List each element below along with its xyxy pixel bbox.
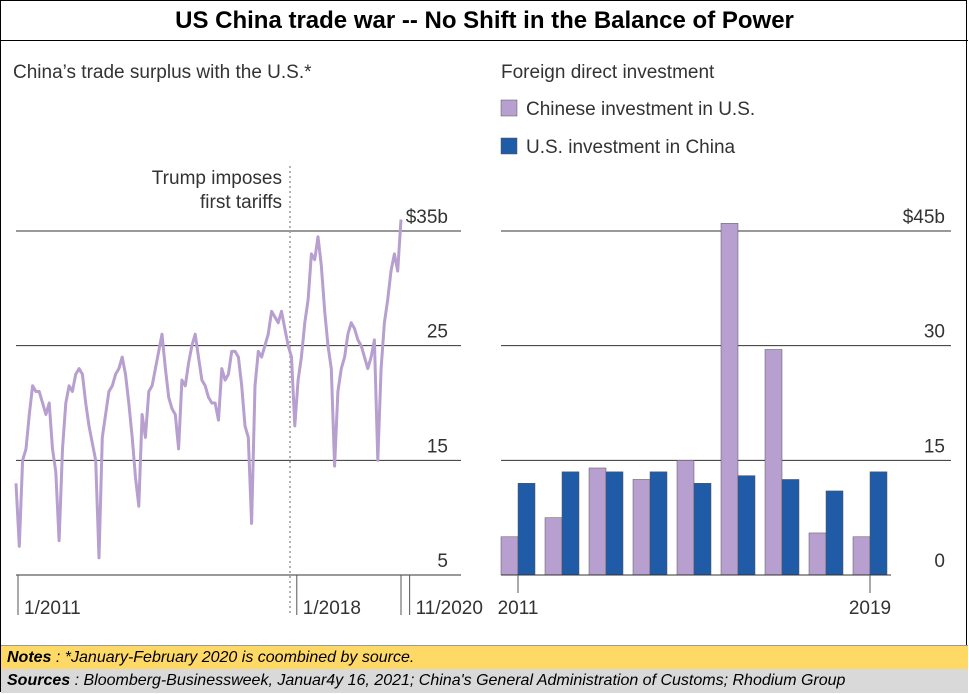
bar-us-investment [605, 471, 624, 576]
notes-bar: Notes : *January-February 2020 is coombi… [1, 645, 968, 669]
charts-canvas: China’s trade surplus with the U.S.* $35… [13, 62, 951, 619]
sources-text: : Bloomberg-Businessweek, Januar4y 16, 2… [70, 672, 846, 689]
page-title: US China trade war -- No Shift in the Ba… [1, 1, 968, 41]
bar-chinese-investment [544, 517, 563, 576]
surplus-x-tick-label: 11/2020 [416, 598, 483, 619]
bar-chinese-investment [720, 223, 739, 576]
surplus-chart-title: China’s trade surplus with the U.S.* [13, 62, 312, 83]
bar-chinese-investment [588, 467, 607, 576]
surplus-y-tick-label: 5 [437, 551, 448, 572]
sources-label: Sources [7, 672, 71, 689]
fdi-bars [500, 223, 888, 576]
bar-chinese-investment [500, 536, 519, 576]
legend-swatch-chinese [500, 99, 518, 117]
surplus-y-tick-label: 25 [427, 322, 448, 343]
surplus-chart: China’s trade surplus with the U.S.* $35… [13, 62, 483, 619]
fdi-y-tick-labels: $45b 30 15 0 [903, 207, 945, 572]
bar-chinese-investment [676, 460, 695, 576]
legend-swatch-us [500, 137, 518, 155]
surplus-series-line [14, 219, 403, 560]
surplus-y-tick-label: 15 [427, 436, 448, 457]
sources-bar: Sources : Bloomberg-Businessweek, Januar… [1, 669, 968, 693]
fdi-x-tick-label: 2019 [849, 598, 891, 619]
legend-label-us: U.S. investment in China [526, 137, 736, 158]
fdi-x-tick-label: 2011 [498, 598, 539, 619]
bar-us-investment [869, 471, 888, 576]
annotation-line-2: first tariffs [200, 192, 282, 213]
surplus-x-axis: 1/2011 1/2018 11/2020 [17, 575, 483, 619]
bar-chinese-investment [808, 532, 827, 576]
bar-chinese-investment [852, 536, 871, 576]
fdi-chart-title: Foreign direct investment [501, 62, 715, 83]
bar-chinese-investment [764, 349, 783, 576]
bar-chinese-investment [632, 479, 651, 576]
fdi-y-tick-label: $45b [903, 207, 945, 228]
surplus-y-tick-label: $35b [406, 207, 448, 228]
bar-us-investment [561, 471, 580, 576]
bar-us-investment [517, 483, 536, 576]
surplus-x-tick-label: 1/2018 [303, 598, 361, 619]
fdi-chart: Foreign direct investment Chinese invest… [498, 62, 951, 619]
fdi-y-tick-label: 15 [924, 436, 945, 457]
bar-us-investment [693, 483, 712, 576]
bar-us-investment [781, 479, 800, 576]
annotation-line-1: Trump imposes [152, 168, 282, 189]
fdi-y-tick-label: 30 [924, 322, 945, 343]
bar-us-investment [825, 490, 844, 576]
bar-us-investment [737, 475, 756, 576]
surplus-x-tick-label: 1/2011 [24, 598, 81, 619]
surplus-gridlines [16, 230, 461, 576]
notes-label: Notes [7, 649, 52, 666]
bar-us-investment [649, 471, 668, 576]
fdi-x-axis: 2011 2019 [498, 574, 891, 619]
surplus-y-tick-labels: $35b 25 15 5 [406, 207, 448, 572]
notes-text: : *January-February 2020 is coombined by… [51, 649, 415, 666]
legend-label-chinese: Chinese investment in U.S. [526, 99, 755, 120]
fdi-y-tick-label: 0 [934, 551, 945, 572]
